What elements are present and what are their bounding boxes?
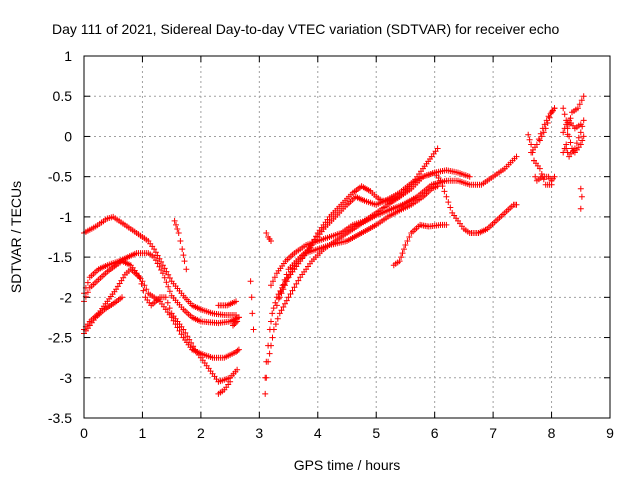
series-track-22 [560, 105, 587, 156]
x-tick-label: 5 [372, 425, 380, 441]
series-track-25 [560, 117, 584, 136]
series-track-15 [276, 167, 473, 301]
series-track-6 [215, 378, 234, 397]
series-track-8 [215, 298, 239, 309]
y-tick-label: -0.5 [48, 169, 72, 185]
x-tick-label: 0 [80, 425, 88, 441]
series-track-20 [531, 157, 555, 188]
x-tick-label: 8 [548, 425, 556, 441]
grid-lines [84, 56, 610, 418]
data-point-markers [171, 217, 190, 273]
series-track-17 [390, 221, 450, 269]
data-points [81, 93, 587, 397]
data-point-markers [577, 185, 585, 212]
series-track-21 [536, 105, 558, 144]
data-point-markers [230, 314, 242, 329]
plot-frame [83, 55, 611, 419]
x-tick-label: 1 [139, 425, 147, 441]
data-point-markers [560, 105, 587, 156]
series-track-16 [268, 169, 520, 289]
data-point-markers [560, 117, 584, 136]
series-track-11 [263, 230, 274, 244]
data-point-markers [215, 378, 234, 397]
data-point-markers [263, 230, 274, 244]
data-point-markers [390, 221, 450, 269]
x-tick-label: 2 [197, 425, 205, 441]
data-point-markers [531, 157, 555, 188]
y-tick-label: -2.5 [48, 330, 72, 346]
x-tick-label: 4 [314, 425, 322, 441]
y-tick-label: 0.5 [53, 88, 73, 104]
data-point-markers [268, 169, 520, 289]
x-tick-label: 3 [255, 425, 263, 441]
data-point-markers [276, 167, 473, 301]
data-point-markers [215, 298, 239, 309]
y-tick-label: -2 [60, 289, 73, 305]
data-point-markers [563, 117, 587, 160]
y-tick-label: 0 [64, 128, 72, 144]
x-tick-label: 7 [489, 425, 497, 441]
y-tick-label: -3.5 [48, 410, 72, 426]
series-track-26 [577, 185, 585, 212]
x-axis-ticks: 0 1 2 3 4 5 6 7 8 9 [80, 56, 614, 441]
y-axis-ticks: 1 0.5 0 -0.5 -1 -1.5 -2 -2.5 -3 -3.5 [48, 48, 610, 426]
y-tick-label: -1 [60, 209, 73, 225]
x-axis-title: GPS time / hours [294, 457, 401, 473]
y-tick-label: -1.5 [48, 249, 72, 265]
data-point-markers [262, 183, 441, 381]
data-point-markers [247, 278, 257, 333]
x-tick-label: 6 [431, 425, 439, 441]
series-track-9 [230, 314, 242, 329]
chart-title: Day 111 of 2021, Sidereal Day-to-day VTE… [52, 21, 560, 37]
y-tick-label: -3 [60, 370, 73, 386]
data-point-markers [262, 153, 520, 397]
series-track-24 [563, 117, 587, 160]
y-axis-title: SDTVAR / TECUs [8, 181, 24, 293]
series-track-10 [247, 278, 257, 333]
data-point-markers [536, 105, 558, 144]
series-track-13 [262, 153, 520, 397]
y-tick-label: 1 [64, 48, 72, 64]
series-track-2 [81, 294, 125, 337]
series-track-12 [262, 183, 441, 381]
x-tick-label: 9 [606, 425, 614, 441]
series-track-7 [171, 217, 190, 273]
data-point-markers [81, 294, 125, 337]
